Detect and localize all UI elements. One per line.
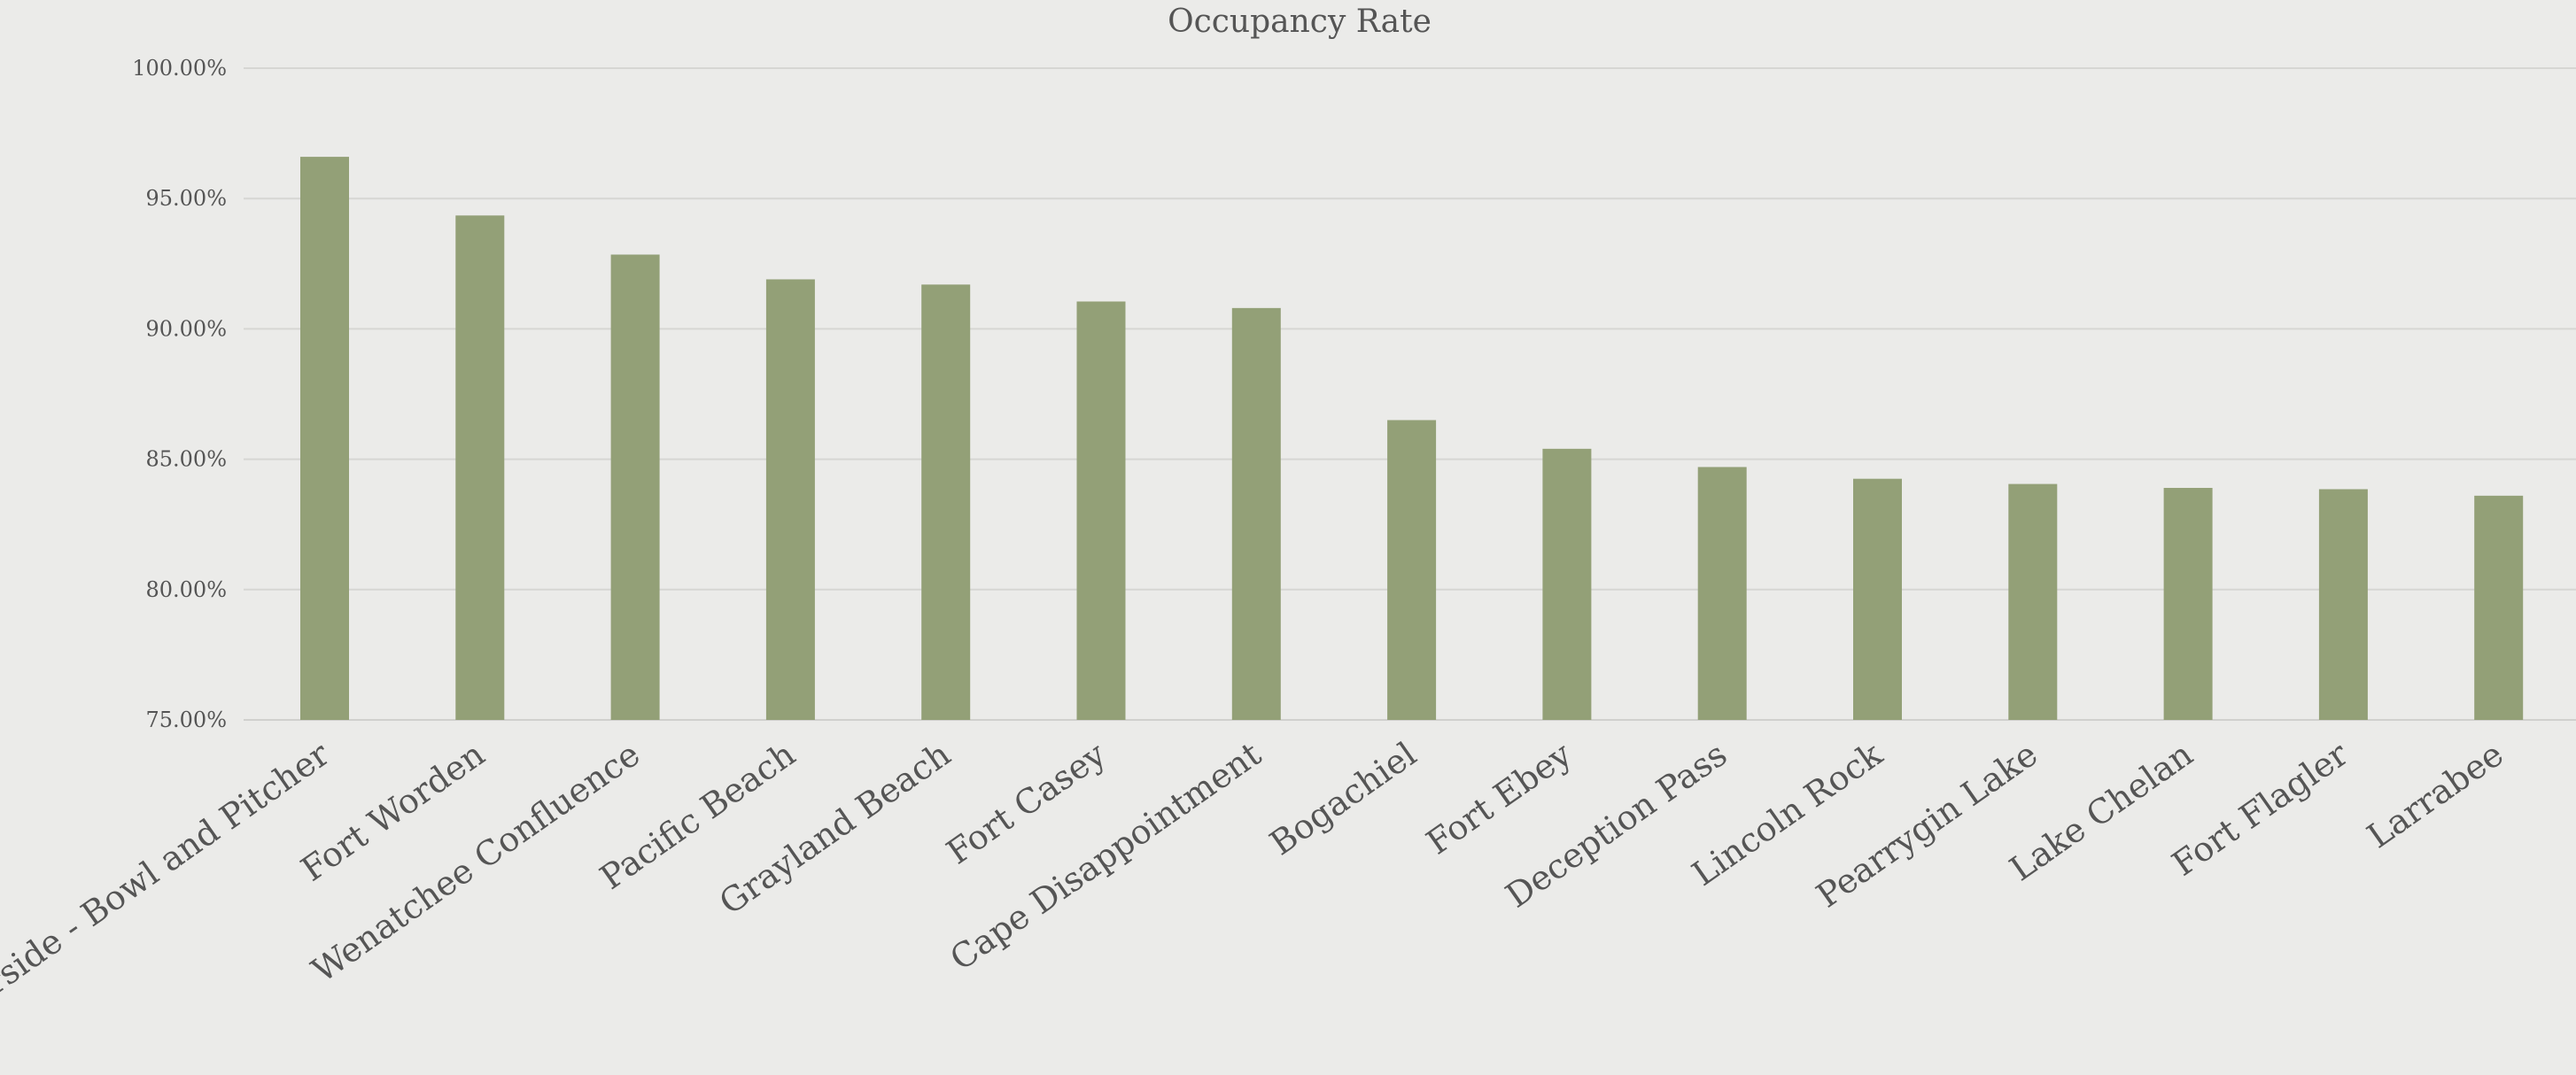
chart-title: Occupancy Rate (1168, 4, 1432, 40)
bar (1076, 301, 1126, 720)
y-tick-label: 90.00% (145, 316, 227, 341)
y-tick-label: 85.00% (145, 447, 227, 472)
bar (1853, 478, 1902, 720)
x-tick-label: Fort Flagler (2165, 734, 2355, 884)
bar (2318, 489, 2368, 720)
bar (921, 284, 971, 720)
x-tick-label: Larrabee (2360, 734, 2510, 855)
bar (1387, 420, 1437, 720)
y-tick-label: 95.00% (145, 186, 227, 211)
bar (300, 157, 349, 720)
x-tick-label: Bogachiel (1263, 734, 1424, 862)
bar (455, 215, 505, 720)
x-tick-label: Riverside - Bowl and Pitcher (0, 734, 337, 1045)
y-tick-label: 80.00% (145, 577, 227, 602)
bar (2163, 487, 2213, 720)
bar (1697, 467, 1747, 720)
bar (610, 254, 660, 721)
bar (2008, 483, 2058, 720)
y-axis: 75.00% 80.00% 85.00% 90.00% 95.00% 100.00% (132, 56, 227, 732)
bar (1231, 307, 1281, 720)
y-tick-label: 75.00% (145, 708, 227, 732)
y-tick-label: 100.00% (132, 56, 227, 81)
bars (300, 157, 2524, 721)
bar (1542, 448, 1592, 720)
bar (2474, 495, 2524, 720)
bar (765, 279, 815, 720)
